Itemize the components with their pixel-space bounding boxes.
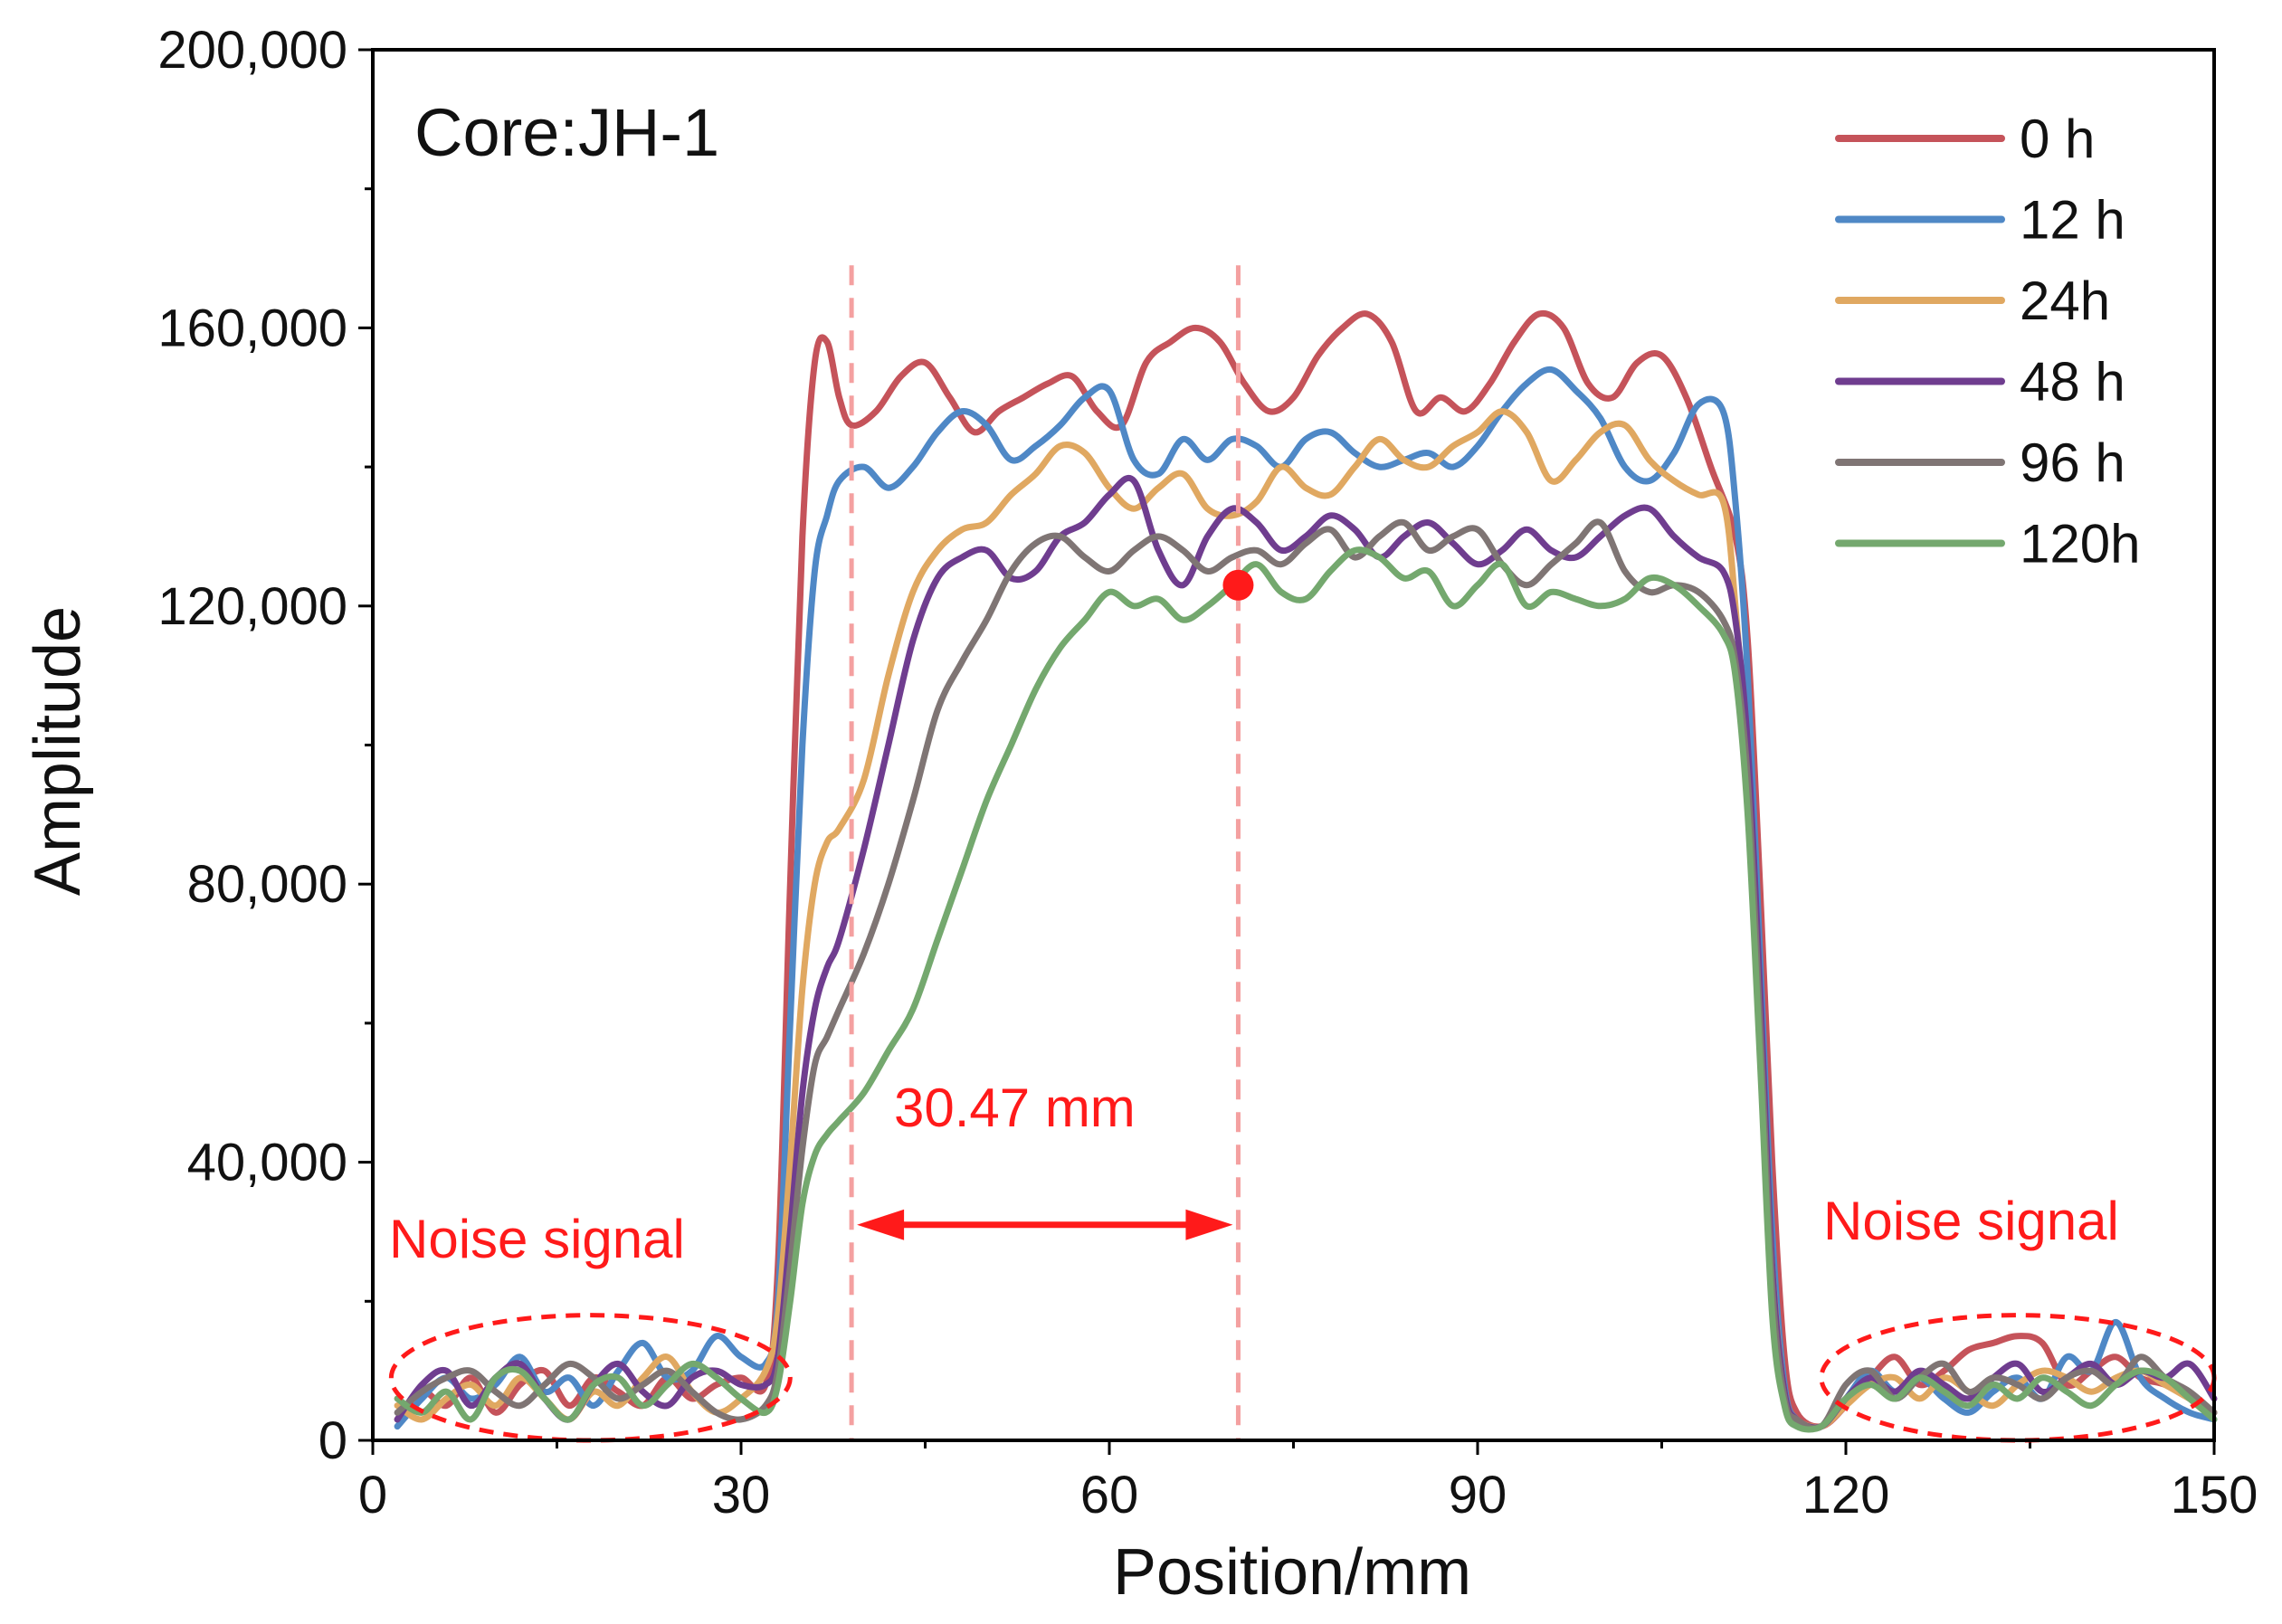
core-label: Core:JH-1 bbox=[414, 95, 719, 170]
span-arrowhead-left bbox=[857, 1209, 905, 1240]
plot-frame-rect bbox=[371, 48, 2216, 1442]
y-axis-title: Amplitude bbox=[22, 606, 94, 896]
legend: 0 h 12 h 24h 48 h 96 h 120h bbox=[1835, 109, 2140, 575]
tick-labels: 0 30 60 90 120 150 0 40,000 80,000 120,000 160,000… bbox=[157, 21, 2258, 1524]
x-tick-label: 60 bbox=[1080, 1466, 1139, 1524]
span-length-label: 30.47 mm bbox=[894, 1078, 1136, 1138]
y-tick-label: 200,000 bbox=[157, 21, 347, 80]
x-tick-label: 120 bbox=[1802, 1466, 1890, 1524]
x-tick-label: 150 bbox=[2171, 1466, 2258, 1524]
legend-label-24h: 24h bbox=[2020, 271, 2110, 331]
legend-label-96h: 96 h bbox=[2020, 432, 2125, 493]
legend-label-0h: 0 h bbox=[2020, 109, 2095, 169]
y-tick-label: 40,000 bbox=[187, 1134, 347, 1192]
y-tick-label: 160,000 bbox=[157, 299, 347, 357]
plot-frame bbox=[371, 48, 2216, 1442]
y-tick-label: 120,000 bbox=[157, 577, 347, 636]
legend-label-120h: 120h bbox=[2020, 514, 2140, 575]
y-tick-label: 80,000 bbox=[187, 855, 347, 914]
legend-label-12h: 12 h bbox=[2020, 190, 2125, 251]
span-arrowhead-right bbox=[1185, 1209, 1233, 1240]
series-line-96h bbox=[394, 518, 2218, 1432]
x-tick-label: 90 bbox=[1449, 1466, 1507, 1524]
intersection-marker bbox=[1222, 569, 1254, 601]
noise-signal-right-label: Noise signal bbox=[1823, 1191, 2119, 1251]
series-line-48h bbox=[394, 475, 2218, 1431]
series-line-24h bbox=[394, 408, 2218, 1430]
x-tick-label: 30 bbox=[712, 1466, 771, 1524]
y-tick-label: 0 bbox=[319, 1411, 347, 1470]
legend-label-48h: 48 h bbox=[2020, 352, 2125, 413]
series-line-120h bbox=[394, 546, 2218, 1433]
noise-signal-left-label: Noise signal bbox=[389, 1209, 685, 1269]
series-lines bbox=[394, 309, 2218, 1433]
x-axis-title: Position/mm bbox=[1113, 1536, 1471, 1609]
x-tick-label: 0 bbox=[358, 1466, 387, 1524]
